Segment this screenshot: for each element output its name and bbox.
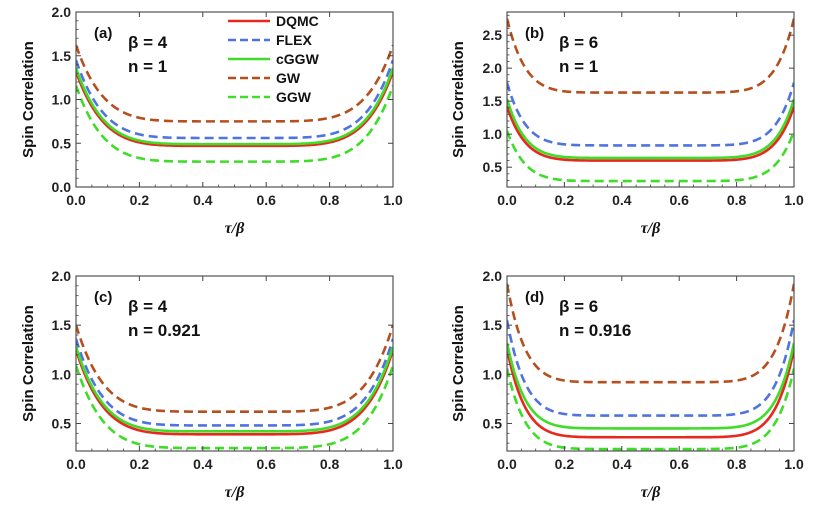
x-tick-label: 0.8 bbox=[320, 192, 340, 208]
x-axis-label: τ/β bbox=[225, 220, 246, 237]
x-tick-label: 0.2 bbox=[130, 456, 150, 472]
x-tick-label: 0.6 bbox=[669, 456, 689, 472]
y-tick-label: 2.0 bbox=[52, 4, 72, 20]
beta-annotation: β = 4 bbox=[128, 297, 168, 316]
legend-label-flex: FLEX bbox=[276, 32, 312, 48]
legend-label-cggw: cGGW bbox=[276, 51, 320, 67]
x-tick-label: 0.6 bbox=[256, 192, 276, 208]
panel-a: 0.0 0.2 0.4 0.6 0.8 1.0 0.0 0.5 1.0 1.5 2.0 τ/β Spin… bbox=[20, 4, 403, 237]
y-tick-label: 1.5 bbox=[52, 48, 72, 64]
y-tick-label: 1.0 bbox=[483, 126, 503, 142]
x-axis-label: τ/β bbox=[225, 484, 246, 501]
density-annotation: n = 0.916 bbox=[559, 321, 631, 340]
x-tick-label: 0.0 bbox=[66, 192, 86, 208]
series-flex-line bbox=[507, 82, 794, 147]
density-annotation: n = 1 bbox=[128, 57, 167, 76]
series-dqmc-line bbox=[76, 349, 393, 436]
panel-tag: (b) bbox=[525, 25, 544, 42]
x-tick-label: 1.0 bbox=[383, 192, 403, 208]
y-axis-label: Spin Correlation bbox=[20, 305, 37, 422]
y-axis-label: Spin Correlation bbox=[20, 41, 37, 158]
panel-d: 0.0 0.2 0.4 0.6 0.8 1.0 0.5 1.0 1.5 2.0 τ/β Spin Co… bbox=[450, 268, 804, 501]
series-gw-line bbox=[76, 324, 393, 413]
x-tick-label: 0.0 bbox=[66, 456, 86, 472]
y-tick-label: 0.0 bbox=[52, 179, 72, 195]
x-tick-label: 0.6 bbox=[256, 456, 276, 472]
panel-a-series bbox=[76, 44, 393, 163]
x-tick-label: 0.4 bbox=[612, 192, 632, 208]
x-tick-label: 0.8 bbox=[320, 456, 340, 472]
legend-label-ggw: GGW bbox=[276, 89, 312, 105]
y-tick-label: 1.0 bbox=[52, 366, 72, 382]
legend-label-gw: GW bbox=[276, 70, 301, 86]
panel-tag: (a) bbox=[94, 25, 112, 42]
x-tick-label: 1.0 bbox=[383, 456, 403, 472]
y-tick-label: 0.5 bbox=[52, 415, 72, 431]
beta-annotation: β = 4 bbox=[128, 33, 168, 52]
panel-c-series bbox=[76, 324, 393, 450]
legend: DQMC FLEX cGGW GW GGW bbox=[228, 13, 320, 105]
panel-tag: (c) bbox=[94, 289, 112, 306]
x-tick-label: 0.4 bbox=[612, 456, 632, 472]
series-ggw-line bbox=[507, 368, 794, 451]
series-dqmc-line bbox=[76, 71, 393, 148]
series-gw-line bbox=[507, 283, 794, 384]
panel-b: 0.0 0.2 0.4 0.6 0.8 1.0 0.5 1.0 1.5 2.0 2.5 τ/β Spin… bbox=[450, 11, 804, 237]
y-tick-label: 0.5 bbox=[52, 135, 72, 151]
series-gw-line bbox=[507, 18, 794, 94]
series-dqmc-line bbox=[507, 348, 794, 439]
x-tick-label: 0.4 bbox=[193, 456, 213, 472]
y-axis-label: Spin Correlation bbox=[450, 305, 467, 422]
series-ggw-line bbox=[76, 85, 393, 163]
series-dqmc-line bbox=[507, 106, 794, 162]
panel-tag: (d) bbox=[525, 289, 544, 306]
panel-c: 0.0 0.2 0.4 0.6 0.8 1.0 0.5 1.0 1.5 2.0 τ/β Spin Co… bbox=[20, 268, 403, 501]
series-flex-line bbox=[76, 59, 393, 140]
x-tick-label: 0.2 bbox=[555, 192, 575, 208]
x-tick-label: 0.2 bbox=[555, 456, 575, 472]
y-tick-label: 1.5 bbox=[483, 93, 503, 109]
series-cggw-line bbox=[507, 342, 794, 430]
series-cggw-line bbox=[76, 67, 393, 146]
x-tick-label: 0.0 bbox=[497, 192, 517, 208]
series-flex-line bbox=[76, 338, 393, 427]
panel-d-series bbox=[507, 283, 794, 451]
y-tick-label: 0.5 bbox=[483, 415, 503, 431]
y-tick-label: 1.0 bbox=[483, 366, 503, 382]
series-flex-line bbox=[507, 319, 794, 417]
series-ggw-line bbox=[507, 130, 794, 183]
density-annotation: n = 1 bbox=[559, 57, 598, 76]
y-tick-label: 2.5 bbox=[483, 27, 503, 43]
beta-annotation: β = 6 bbox=[559, 33, 598, 52]
y-tick-label: 1.0 bbox=[52, 92, 72, 108]
legend-label-dqmc: DQMC bbox=[276, 13, 319, 29]
panel-b-series bbox=[507, 18, 794, 183]
x-tick-label: 1.0 bbox=[784, 456, 804, 472]
y-tick-label: 0.5 bbox=[483, 159, 503, 175]
series-ggw-line bbox=[76, 365, 393, 450]
x-axis-label: τ/β bbox=[641, 220, 662, 237]
x-tick-label: 0.6 bbox=[669, 192, 689, 208]
y-tick-label: 2.0 bbox=[52, 268, 72, 284]
y-tick-label: 2.0 bbox=[483, 268, 503, 284]
x-tick-label: 0.4 bbox=[193, 192, 213, 208]
series-cggw-line bbox=[76, 346, 393, 433]
x-tick-label: 0.8 bbox=[727, 456, 747, 472]
x-tick-label: 0.8 bbox=[727, 192, 747, 208]
series-gw-line bbox=[76, 44, 393, 123]
beta-annotation: β = 6 bbox=[559, 297, 598, 316]
y-tick-label: 2.0 bbox=[483, 60, 503, 76]
y-tick-label: 1.5 bbox=[483, 317, 503, 333]
y-axis-label: Spin Correlation bbox=[450, 41, 467, 158]
density-annotation: n = 0.921 bbox=[128, 321, 200, 340]
x-tick-label: 1.0 bbox=[784, 192, 804, 208]
x-axis-label: τ/β bbox=[641, 484, 662, 501]
x-tick-label: 0.0 bbox=[497, 456, 517, 472]
x-tick-label: 0.2 bbox=[130, 192, 150, 208]
y-tick-label: 1.5 bbox=[52, 317, 72, 333]
series-cggw-line bbox=[507, 98, 794, 160]
